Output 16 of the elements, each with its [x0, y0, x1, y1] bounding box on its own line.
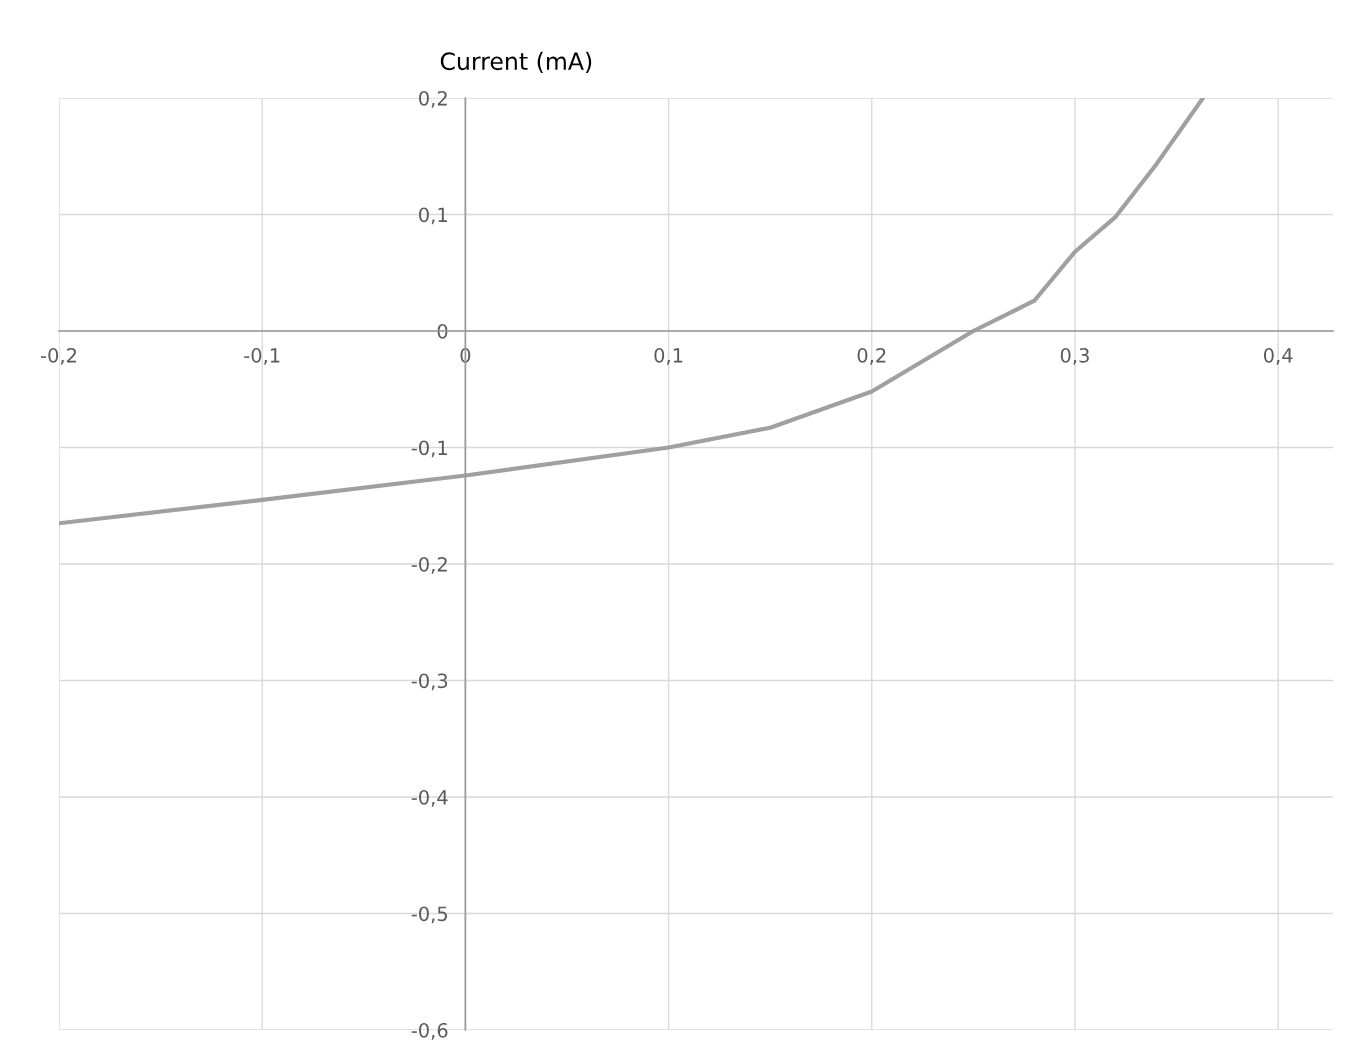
- y-tick-label: -0,5: [411, 906, 448, 924]
- y-tick-label: 0,1: [419, 207, 447, 225]
- x-tick-label: -0,2: [40, 348, 77, 365]
- x-tick-label: 0,1: [654, 348, 683, 365]
- y-tick-label: 0: [437, 323, 448, 339]
- y-tick-label: -0,3: [411, 673, 448, 691]
- y-tick-label: -0,4: [411, 789, 448, 807]
- y-tick-label: -0,6: [411, 1022, 448, 1040]
- y-axis-title: Current (mA): [440, 51, 592, 73]
- y-tick-label: -0,1: [411, 440, 447, 458]
- y-tick-label: -0,2: [411, 556, 447, 574]
- x-tick-label: 0,4: [1263, 348, 1293, 365]
- y-tick-label: 0,2: [419, 90, 447, 108]
- x-tick-label: 0,3: [1060, 348, 1089, 365]
- x-tick-label: -0,1: [244, 348, 280, 365]
- x-tick-label: 0,2: [857, 348, 886, 365]
